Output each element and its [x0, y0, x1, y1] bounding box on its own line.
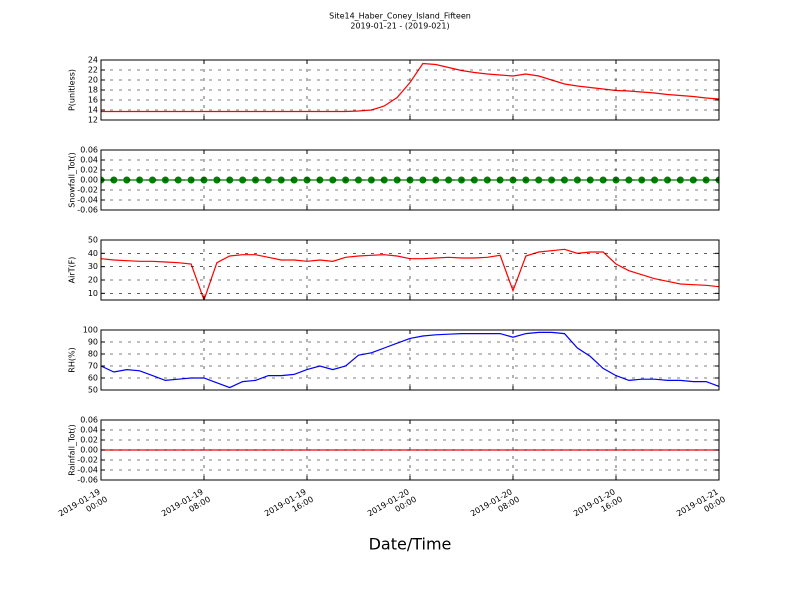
y-tick-label: 90: [88, 338, 98, 347]
y-tick-label: -0.04: [77, 196, 98, 205]
y-tick-label: 22: [88, 66, 98, 75]
subplot: 50 60 70 80 90 100 RH(%): [68, 326, 720, 395]
data-point: [535, 176, 543, 184]
x-axis-label: Date/Time: [369, 535, 452, 554]
y-tick-label: 100: [83, 326, 98, 335]
figure-subtitle: 2019-01-21 - (2019-021): [350, 22, 449, 31]
y-tick-label: 50: [88, 236, 98, 245]
y-tick-label: 18: [88, 86, 98, 95]
y-tick-label: 80: [88, 350, 98, 359]
data-point: [174, 176, 182, 184]
y-axis-label: AirT(F): [68, 257, 77, 284]
plot-area: [101, 62, 719, 113]
data-point: [329, 176, 337, 184]
y-tick-label: 0.04: [80, 426, 98, 435]
y-tick-label: 0.02: [80, 436, 98, 445]
y-tick-label: 0.02: [80, 166, 98, 175]
figure-title: Site14_Haber_Coney_Island_Fifteen: [329, 12, 471, 21]
subplot: 10 20 30 40 50 AirT(F): [68, 236, 720, 301]
y-tick-label: 60: [88, 374, 98, 383]
y-tick-label: -0.02: [77, 456, 98, 465]
y-tick-label: 0.06: [80, 416, 98, 425]
data-point: [625, 176, 633, 184]
axes-frame: [100, 329, 720, 391]
y-axis-label: Rainfall_Tot(): [68, 424, 77, 476]
y-tick-label: 16: [88, 96, 98, 105]
axes-frame: [100, 239, 720, 301]
data-point: [149, 176, 156, 184]
y-tick-label: -0.02: [77, 186, 98, 195]
y-tick-label: 0.06: [80, 146, 98, 155]
y-tick-label: 20: [88, 276, 98, 285]
y-tick-label: 0.00: [80, 176, 98, 185]
y-axis-label: P(unitless): [68, 69, 77, 111]
y-axis-label: Snowfall_Tot(): [68, 152, 77, 208]
y-tick-label: 40: [88, 249, 98, 258]
axes-frame: [100, 149, 720, 211]
y-tick-label: 0.00: [80, 446, 98, 455]
y-tick-label: 12: [88, 116, 98, 125]
y-tick-label: 0.04: [80, 156, 98, 165]
data-point: [355, 176, 362, 184]
data-point: [239, 176, 247, 184]
data-point: [445, 176, 453, 184]
y-tick-label: 20: [88, 76, 98, 85]
subplot: -0.06-0.04-0.020.000.020.040.06Snowfall_…: [68, 146, 720, 215]
y-axis-label: RH(%): [68, 347, 77, 372]
axes-frame: [100, 59, 720, 121]
data-point: [419, 176, 427, 184]
y-tick-label: 24: [88, 56, 98, 65]
y-tick-label: -0.04: [77, 466, 98, 475]
data-line: [101, 62, 719, 113]
y-tick-label: -0.06: [77, 206, 98, 215]
y-tick-label: 50: [88, 386, 98, 395]
data-point: [264, 176, 272, 184]
y-tick-label: 70: [88, 362, 98, 371]
y-tick-label: -0.06: [77, 476, 98, 485]
y-tick-label: 30: [88, 262, 98, 271]
y-tick-label: 14: [88, 106, 98, 115]
axes-frame: [100, 419, 720, 481]
y-tick-label: 10: [88, 289, 98, 298]
